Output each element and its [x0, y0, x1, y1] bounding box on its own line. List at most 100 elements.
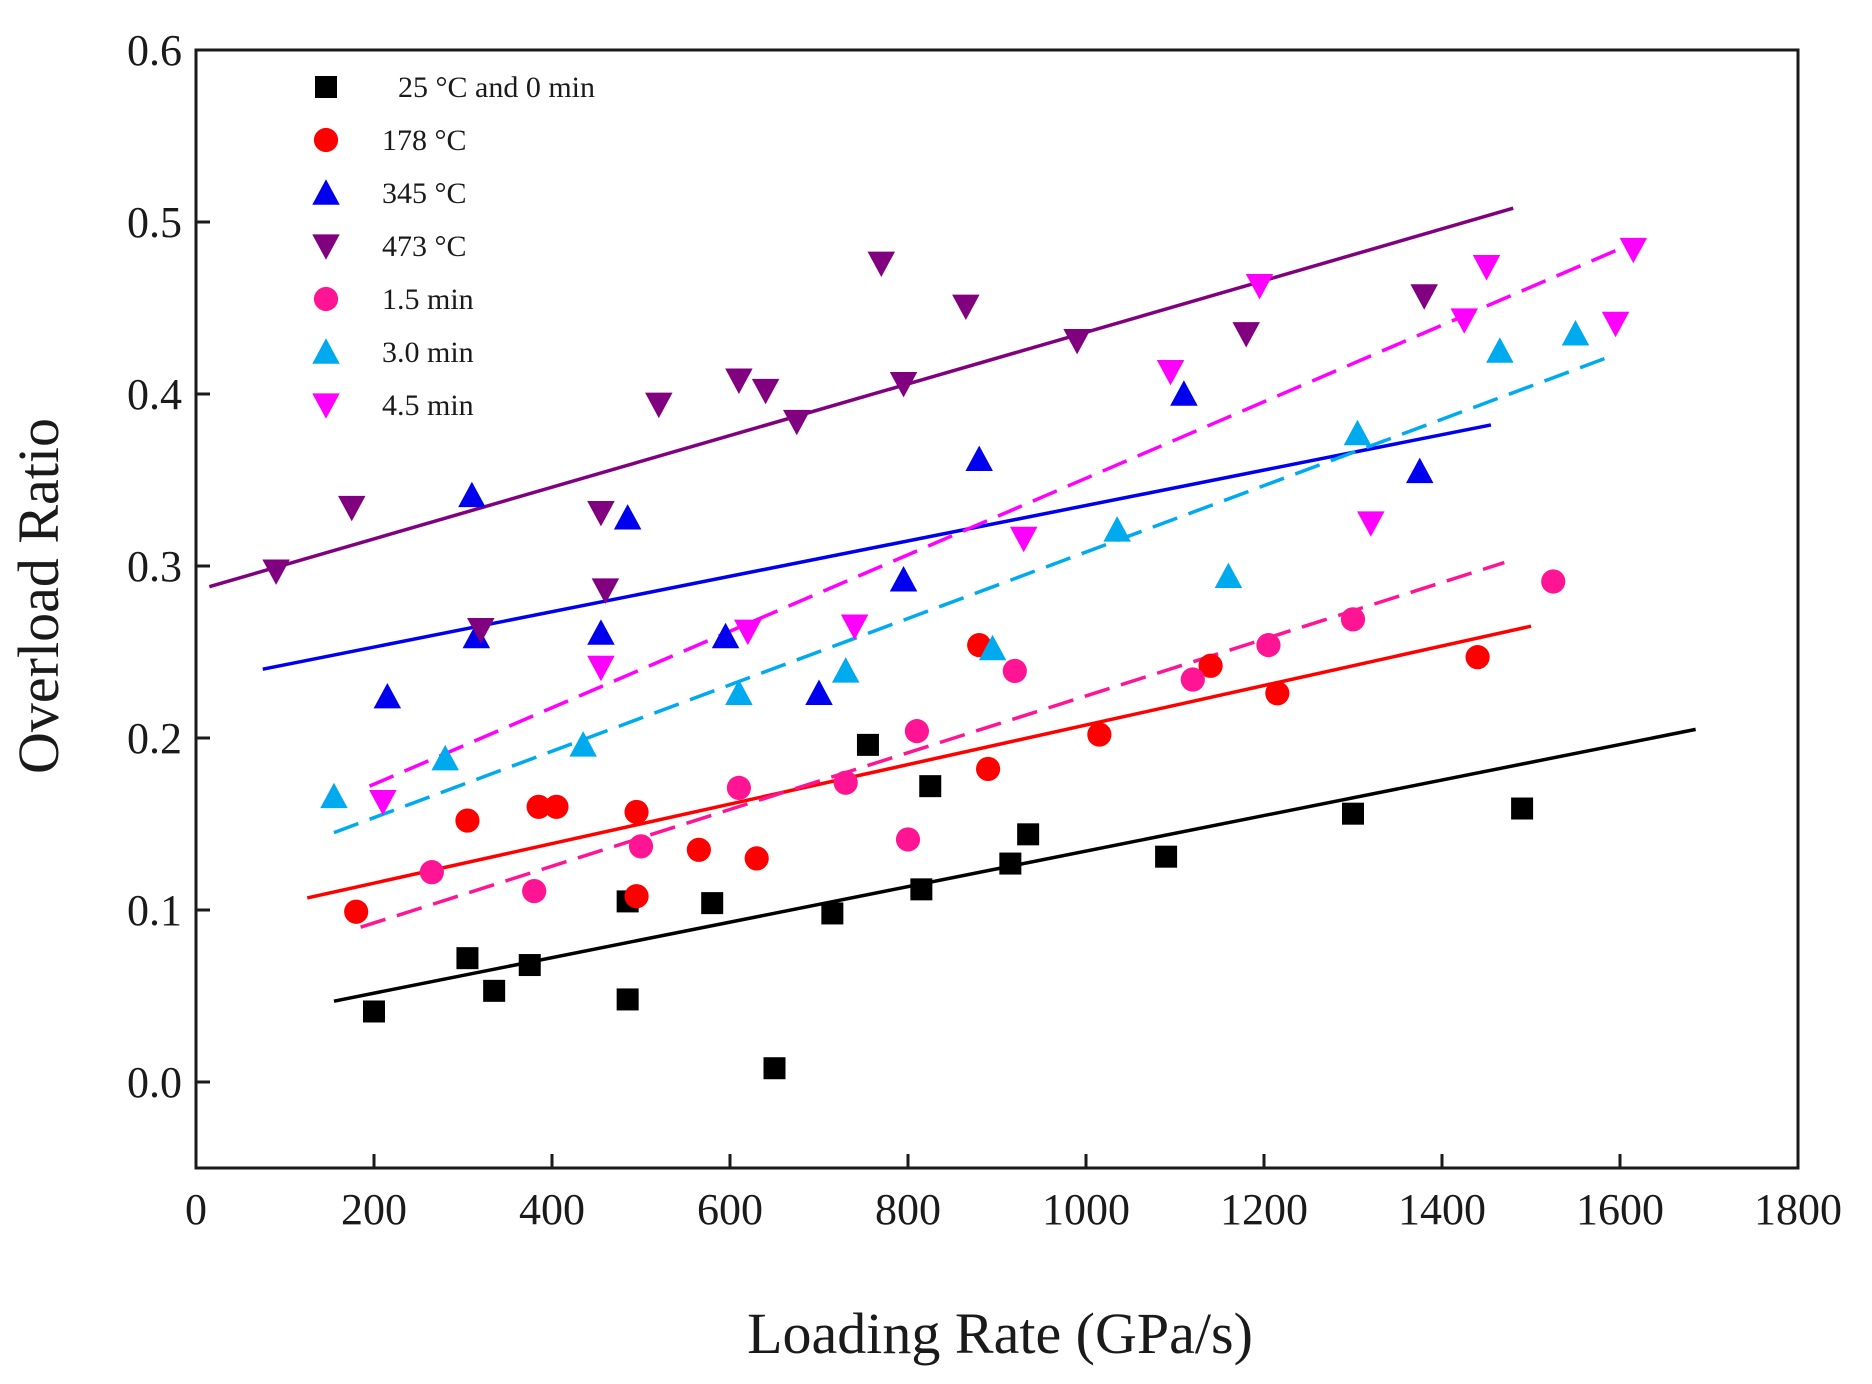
y-tick-label: 0.2 — [127, 714, 182, 763]
fit-lines — [208, 206, 1696, 1003]
data-point-series-0 — [456, 947, 479, 970]
legend-label-3: 473 °C — [382, 230, 467, 263]
y-tick-label: 0.3 — [127, 542, 182, 591]
legend-marker-5 — [312, 338, 340, 364]
x-tick-label: 1400 — [1398, 1185, 1486, 1234]
legend: 25 °C and 0 min 178 °C 345 °C 473 °C 1.5 min… — [312, 71, 595, 422]
x-tick-label: 1000 — [1042, 1185, 1130, 1234]
data-point-series-4 — [1340, 607, 1366, 632]
data-point-series-1 — [455, 808, 480, 833]
data-point-series-1 — [624, 884, 649, 909]
data-point-series-1 — [1265, 681, 1290, 706]
data-point-series-1 — [976, 756, 1001, 782]
data-point-series-1 — [526, 794, 551, 819]
x-tick-label: 0 — [185, 1185, 207, 1234]
data-point-series-2 — [458, 481, 486, 508]
data-point-series-6 — [369, 789, 397, 816]
data-point-series-3 — [751, 378, 780, 405]
data-point-series-2 — [805, 679, 833, 705]
data-point-series-6 — [587, 655, 615, 682]
legend-marker-4 — [313, 286, 339, 312]
data-point-series-6 — [1601, 311, 1630, 338]
legend-label-1: 178 °C — [382, 124, 467, 157]
data-point-series-2 — [587, 619, 615, 645]
data-point-series-3 — [645, 392, 673, 419]
data-point-series-6 — [1472, 255, 1501, 281]
legend-marker-2 — [312, 179, 340, 205]
data-point-series-3 — [867, 251, 896, 278]
data-point-series-2 — [1170, 380, 1198, 406]
data-point-series-1 — [1198, 653, 1223, 678]
data-point-series-2 — [373, 682, 402, 709]
data-point-series-0 — [483, 979, 506, 1002]
legend-marker-6 — [312, 393, 340, 419]
data-point-series-0 — [919, 775, 942, 798]
data-point-series-0 — [616, 988, 639, 1011]
data-point-series-3 — [467, 617, 495, 644]
data-point-series-1 — [1087, 722, 1112, 747]
data-point-series-0 — [856, 733, 879, 756]
data-point-series-3 — [952, 294, 980, 321]
plot-border — [194, 48, 1800, 1170]
fit-line-5 — [333, 354, 1612, 835]
legend-label-0: 25 °C and 0 min — [398, 71, 595, 104]
x-tick-label: 1200 — [1220, 1185, 1308, 1234]
data-point-series-1 — [686, 837, 711, 862]
fit-line-3 — [208, 206, 1514, 589]
data-point-series-1 — [1465, 645, 1490, 670]
data-point-series-6 — [1009, 526, 1038, 553]
data-point-series-4 — [895, 827, 921, 852]
data-points — [262, 237, 1648, 1080]
fit-line-4 — [360, 560, 1505, 929]
data-point-series-2 — [711, 622, 740, 649]
data-point-series-3 — [1232, 322, 1260, 348]
data-point-series-4 — [904, 719, 930, 744]
data-point-series-2 — [965, 445, 993, 472]
data-point-series-3 — [587, 500, 615, 527]
data-point-series-6 — [1245, 273, 1274, 300]
legend-label-2: 345 °C — [382, 177, 467, 210]
data-point-series-1 — [624, 799, 649, 825]
data-point-series-4 — [1180, 667, 1205, 692]
x-tick-label: 1600 — [1576, 1185, 1664, 1234]
legend-label-6: 4.5 min — [382, 389, 474, 422]
plot-frame — [194, 48, 1800, 1170]
data-point-series-6 — [1619, 237, 1648, 264]
data-point-series-4 — [522, 878, 547, 904]
data-point-series-0 — [1017, 823, 1040, 846]
data-point-series-4 — [726, 775, 752, 800]
data-point-series-5 — [1214, 562, 1243, 589]
data-point-series-0 — [701, 892, 724, 915]
data-point-series-0 — [1155, 845, 1178, 868]
data-point-series-5 — [725, 679, 753, 705]
data-point-series-4 — [833, 770, 858, 795]
data-point-series-0 — [999, 852, 1022, 875]
data-point-series-6 — [1450, 308, 1478, 334]
data-point-series-5 — [1561, 320, 1590, 346]
x-tick-label: 600 — [697, 1185, 763, 1234]
data-point-series-0 — [910, 878, 933, 901]
data-point-series-3 — [1410, 284, 1438, 310]
fit-line-2 — [262, 423, 1492, 671]
data-point-series-0 — [1342, 802, 1364, 825]
y-tick-label: 0.4 — [127, 370, 182, 419]
legend-label-5: 3.0 min — [382, 336, 474, 369]
data-point-series-1 — [744, 846, 769, 871]
legend-marker-1 — [313, 127, 339, 153]
data-point-series-3 — [338, 495, 366, 522]
y-tick-label: 0.5 — [127, 198, 182, 247]
data-point-series-5 — [569, 731, 597, 757]
data-point-series-2 — [613, 504, 642, 530]
data-point-series-4 — [1541, 569, 1566, 594]
legend-label-4: 1.5 min — [382, 283, 474, 316]
data-point-series-6 — [1357, 511, 1385, 537]
data-point-series-1 — [544, 794, 569, 819]
fit-line-6 — [368, 237, 1643, 788]
data-point-series-2 — [462, 622, 491, 649]
data-point-series-4 — [1002, 658, 1027, 684]
data-point-series-5 — [1343, 419, 1372, 446]
data-point-series-3 — [889, 371, 918, 398]
data-point-series-6 — [734, 619, 762, 646]
data-point-series-5 — [831, 657, 860, 683]
